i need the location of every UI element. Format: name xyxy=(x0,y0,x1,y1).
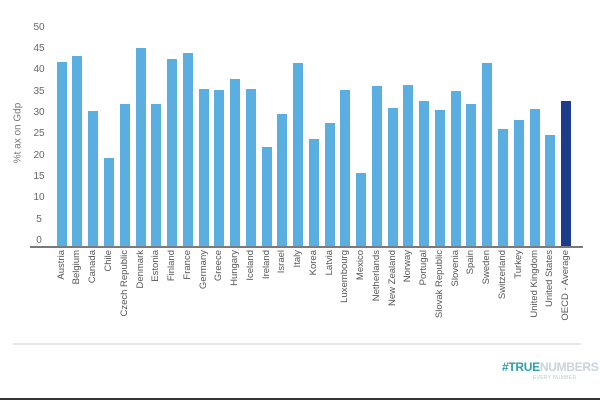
x-tick-label: Germany xyxy=(197,250,209,290)
logo-tagline: EVERY NUMBER xyxy=(533,375,577,381)
x-tick-label: Korea xyxy=(307,250,319,276)
bar-israel xyxy=(277,113,288,247)
bar-oecd-average xyxy=(561,100,572,247)
x-axis-line xyxy=(30,246,583,248)
bottom-edge xyxy=(0,398,600,400)
x-tick-label: Chile xyxy=(102,250,114,272)
x-tick-label: Latvia xyxy=(323,250,335,276)
bar-spain xyxy=(466,103,477,247)
bar-czech-republic xyxy=(119,104,130,247)
bar-sweden xyxy=(482,62,493,247)
x-tick-label: Canada xyxy=(87,250,99,284)
x-tick-label: Mexico xyxy=(355,250,367,281)
bar-hungary xyxy=(230,78,241,247)
x-tick-label: United Kingdom xyxy=(528,250,540,318)
y-tick-label: 45 xyxy=(33,42,45,54)
logo-part2: NUMBERS xyxy=(539,360,599,374)
bar-new-zealand xyxy=(387,107,398,247)
y-tick-label: 15 xyxy=(33,170,45,182)
x-tick-label: Turkey xyxy=(512,250,524,279)
x-tick-label: Hungary xyxy=(229,250,241,286)
bar-italy xyxy=(293,62,304,247)
x-tick-label: Slovenia xyxy=(449,250,461,287)
y-tick-label: 30 xyxy=(33,106,45,118)
bar-iceland xyxy=(245,88,256,247)
footer-divider xyxy=(13,343,581,345)
x-tick-label: Estonia xyxy=(150,250,162,282)
y-tick-label: 25 xyxy=(33,128,45,140)
bar-portugal xyxy=(419,100,430,247)
bar-ireland xyxy=(261,146,272,247)
bar-greece xyxy=(214,90,225,247)
x-tick-label: Finland xyxy=(166,250,178,282)
bar-turkey xyxy=(513,120,524,247)
bar-austria xyxy=(56,61,67,247)
y-tick-label: 50 xyxy=(33,21,45,33)
bar-switzerland xyxy=(497,128,508,247)
bar-norway xyxy=(403,85,414,247)
bar-united-states xyxy=(545,134,556,247)
bar-korea xyxy=(308,138,319,247)
x-tick-label: Luxembourg xyxy=(339,250,351,303)
y-axis-label: %t ax on Gdp xyxy=(12,102,24,164)
x-tick-label: Denmark xyxy=(134,250,146,289)
bar-france xyxy=(182,53,193,247)
bar-belgium xyxy=(72,56,83,247)
x-tick-label: Italy xyxy=(292,250,304,268)
bar-united-kingdom xyxy=(529,108,540,247)
x-tick-label: Czech Republic xyxy=(118,250,130,317)
bar-finland xyxy=(167,59,178,247)
x-tick-label: Austria xyxy=(55,250,67,280)
bar-denmark xyxy=(135,47,146,247)
bar-germany xyxy=(198,89,209,247)
x-tick-label: Israel xyxy=(276,250,288,274)
bar-slovak-republic xyxy=(434,109,445,247)
bar-canada xyxy=(88,111,99,247)
bar-slovenia xyxy=(450,91,461,247)
y-tick-label: 5 xyxy=(36,213,42,225)
x-tick-label: New Zealand xyxy=(386,250,398,306)
x-tick-label: France xyxy=(181,250,193,280)
bar-mexico xyxy=(356,173,367,247)
x-tick-label: Switzerland xyxy=(496,250,508,300)
bar-chile xyxy=(103,158,114,247)
y-tick-label: 35 xyxy=(33,85,45,97)
bar-estonia xyxy=(151,103,162,247)
x-tick-label: Belgium xyxy=(71,250,83,285)
x-tick-label: Ireland xyxy=(260,250,272,280)
truenumbers-logo: #TRUENUMBERS xyxy=(502,360,599,374)
x-tick-label: Spain xyxy=(465,250,477,275)
bar-luxembourg xyxy=(340,89,351,247)
y-tick-label: 40 xyxy=(33,64,45,76)
logo-part1: #TRUE xyxy=(502,360,540,374)
x-tick-label: United States xyxy=(544,250,556,308)
bar-netherlands xyxy=(371,85,382,247)
x-tick-label: Greece xyxy=(213,250,225,282)
bar-latvia xyxy=(324,123,335,247)
x-tick-label: Iceland xyxy=(244,250,256,281)
y-tick-label: 0 xyxy=(36,235,42,246)
x-tick-label: Sweden xyxy=(481,250,493,285)
x-tick-label: Norway xyxy=(402,250,414,283)
y-tick-label: 10 xyxy=(33,192,45,204)
x-tick-label: Slovak Republic xyxy=(433,250,445,319)
x-tick-label: Portugal xyxy=(418,250,430,286)
x-tick-label: Netherlands xyxy=(370,250,382,302)
x-tick-label: OECD - Average xyxy=(560,250,572,321)
y-tick-label: 20 xyxy=(33,149,45,161)
